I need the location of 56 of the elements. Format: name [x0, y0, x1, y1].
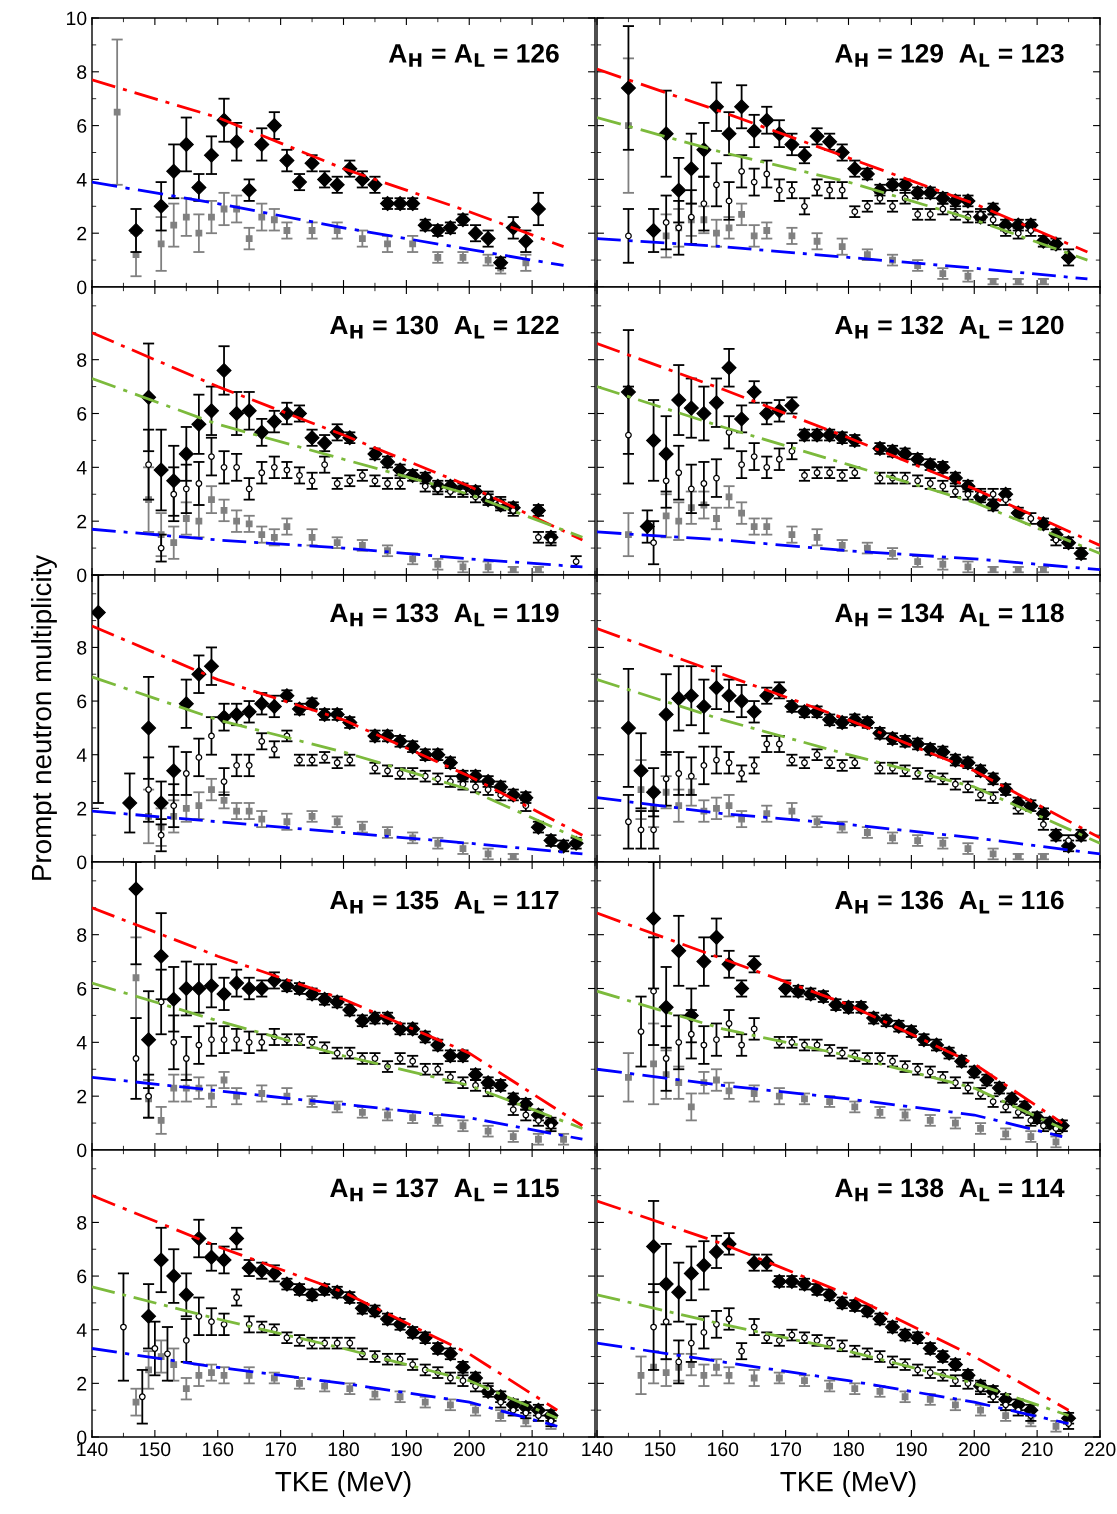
y-tick-label: 4 [76, 173, 87, 187]
y-tick-label: 2 [77, 514, 87, 529]
y-tick-label: 6 [77, 406, 87, 421]
y-tick-label: 8 [77, 65, 87, 80]
x-tick-label: 210 [1021, 1442, 1053, 1457]
annotation: A$_{H}$ = 135 A$_{L}$ = 117 [330, 890, 559, 914]
x-tick-label: 150 [645, 1442, 676, 1457]
y-tick-label: 4 [76, 748, 87, 762]
annotation: A$_{H}$ = 134 A$_{L}$ = 118 [835, 603, 1064, 627]
y-tick-label: 2 [77, 801, 87, 816]
annotation: A$_{H}$ = 130 A$_{L}$ = 122 [330, 315, 559, 339]
x-tick-label: 190 [896, 1442, 927, 1457]
y-tick-label: 0 [77, 280, 87, 295]
y-tick-label: 4 [76, 461, 87, 475]
x-tick-label: 180 [833, 1442, 864, 1457]
y-tick-label: 8 [77, 1215, 87, 1230]
annotation: A$_{H}$ = 138 A$_{L}$ = 114 [835, 1178, 1065, 1202]
x-tick-label: 160 [203, 1442, 234, 1457]
y-tick-label: 6 [77, 1269, 87, 1284]
y-tick-label: 8 [77, 353, 87, 367]
annotation: A$_{H}$ = A$_{L}$ = 126 [388, 44, 559, 67]
y-axis-title: Prompt neutron multiplicity [30, 554, 57, 880]
y-tick-label: 4 [76, 1323, 87, 1337]
annotation: A$_{H}$ = 132 A$_{L}$ = 120 [835, 315, 1064, 339]
y-tick-label: 0 [77, 1430, 87, 1445]
y-tick-label: 2 [77, 1376, 87, 1391]
y-tick-label: 6 [77, 981, 87, 996]
x-tick-label: 150 [140, 1442, 171, 1457]
x-tick-label: 180 [328, 1442, 359, 1457]
y-tick-label: 0 [77, 1143, 87, 1158]
y-tick-label: 2 [77, 1089, 87, 1104]
y-tick-label: 10 [67, 11, 87, 26]
x-tick-label: 190 [391, 1442, 422, 1457]
y-tick-label: 0 [77, 855, 87, 870]
x-tick-label: 220 [1084, 1442, 1116, 1457]
annotation: A$_{H}$ = 136 A$_{L}$ = 116 [835, 890, 1064, 914]
y-tick-label: 6 [77, 119, 87, 133]
x-axis-title: TKE (MeV) [780, 1471, 916, 1497]
y-tick-label: 0 [77, 568, 87, 583]
y-tick-label: 4 [76, 1036, 87, 1050]
y-tick-label: 2 [77, 226, 87, 241]
x-tick-label: 210 [516, 1442, 548, 1457]
y-tick-label: 8 [77, 928, 87, 942]
x-tick-label: 140 [582, 1442, 613, 1457]
y-tick-label: 6 [77, 694, 87, 709]
x-tick-label: 160 [708, 1442, 739, 1457]
x-axis-title: TKE (MeV) [275, 1471, 411, 1497]
x-tick-label: 170 [265, 1442, 297, 1457]
y-tick-label: 8 [77, 640, 87, 655]
x-tick-label: 140 [77, 1442, 108, 1457]
x-tick-label: 170 [770, 1442, 802, 1457]
x-tick-label: 200 [959, 1442, 990, 1457]
annotation: A$_{H}$ = 129 A$_{L}$ = 123 [835, 44, 1064, 67]
x-tick-label: 200 [454, 1442, 485, 1457]
annotation: A$_{H}$ = 133 A$_{L}$ = 119 [330, 603, 559, 627]
annotation: A$_{H}$ = 137 A$_{L}$ = 115 [330, 1178, 559, 1202]
